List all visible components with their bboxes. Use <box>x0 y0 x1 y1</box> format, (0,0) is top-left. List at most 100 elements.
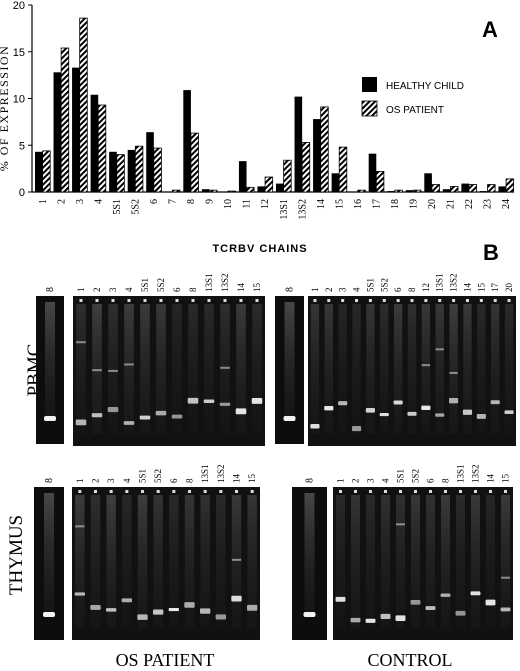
band <box>365 618 376 623</box>
band <box>155 410 167 416</box>
lane-label: 8 <box>441 478 451 483</box>
bar-healthy-child <box>313 119 321 192</box>
lane-label: 8 <box>185 478 195 483</box>
single-lane-label: 8 <box>305 478 316 483</box>
lane-smear <box>122 495 132 628</box>
bar-healthy-child <box>257 186 266 192</box>
well <box>79 299 83 302</box>
gel-pbmc-os: 8 1 2 3 4 5S1 5S2 6 8 13S1 13S2 14 15 <box>36 273 265 446</box>
lane-label: 1 <box>336 479 346 484</box>
band <box>338 401 348 406</box>
lane-label: 14 <box>232 474 242 484</box>
lane-label: 2 <box>92 288 102 293</box>
y-tick-label: 10 <box>13 94 25 106</box>
gel-main <box>72 487 260 640</box>
lane-smear <box>421 304 431 434</box>
bar-healthy-child <box>294 96 303 192</box>
well <box>479 299 483 302</box>
x-tick-label: 7 <box>168 199 179 204</box>
lane-smear <box>220 304 230 434</box>
lane-smear <box>124 304 134 434</box>
well <box>504 490 507 493</box>
lane-smear <box>504 304 514 434</box>
y-tick-label: 5 <box>19 140 25 152</box>
band <box>107 406 119 413</box>
well <box>95 299 99 302</box>
band <box>449 398 459 404</box>
band <box>203 399 215 404</box>
lane-label: 14 <box>486 474 496 484</box>
band <box>485 599 496 606</box>
lane-label: 4 <box>122 478 132 483</box>
lane-label: 1 <box>75 479 85 484</box>
panel-b: B PBMC THYMUS OS PATIENT CONTROL 8 1 2 3 4 5S… <box>6 240 516 670</box>
x-tick-label: 6 <box>149 199 160 204</box>
band <box>380 613 391 619</box>
lane-smear <box>351 495 360 628</box>
band <box>335 596 346 602</box>
panel-a-letter: A <box>482 17 498 42</box>
lane-smear <box>106 495 116 628</box>
bar-healthy-child <box>405 190 414 192</box>
bar-healthy-child <box>368 153 377 192</box>
well <box>444 490 447 493</box>
x-tick-label: 3 <box>75 199 86 204</box>
lane-label: 5S1 <box>138 469 148 483</box>
band <box>407 411 417 416</box>
bar-os-patient <box>357 189 366 193</box>
lane-label: 4 <box>352 287 362 292</box>
well <box>255 299 259 302</box>
well <box>474 490 477 493</box>
lane-smear <box>188 304 198 434</box>
lane-label: 14 <box>236 283 246 293</box>
band <box>168 607 180 612</box>
well <box>127 299 131 302</box>
band <box>91 413 103 418</box>
bar-os-patient <box>505 178 515 193</box>
x-tick-label: 23 <box>483 199 494 209</box>
legend-label-healthy: HEALTHY CHILD <box>386 81 464 92</box>
x-axis-label: TCRBV CHAINS <box>212 243 307 255</box>
lane-label: 4 <box>124 287 134 292</box>
well <box>507 299 511 302</box>
lane-label: 15 <box>476 283 486 293</box>
lane-smear <box>477 304 486 434</box>
band <box>139 415 151 420</box>
lane-smear <box>366 304 375 434</box>
x-tick-label: 13S1 <box>279 199 290 220</box>
band <box>137 614 148 620</box>
lane-smear <box>381 495 390 628</box>
lane-label: 5S1 <box>396 469 406 483</box>
band <box>455 610 466 616</box>
lane-label: 1 <box>310 288 320 293</box>
lane-smear <box>366 495 375 628</box>
band <box>92 369 102 372</box>
well <box>354 490 357 493</box>
well <box>203 490 207 493</box>
legend-swatch-healthy <box>362 77 377 92</box>
x-tick-label: 5S2 <box>130 199 141 215</box>
bar-os-patient <box>320 106 329 193</box>
well <box>191 299 195 302</box>
band <box>215 614 227 620</box>
bar-os-patient <box>301 142 311 193</box>
bar-healthy-child <box>331 173 340 192</box>
well <box>207 299 211 302</box>
x-tick-label: 14 <box>316 199 327 209</box>
well <box>141 490 144 493</box>
lane-smear <box>140 304 150 434</box>
lane-smear <box>441 495 450 628</box>
lane-label: 2 <box>351 479 361 484</box>
x-tick-label: 12 <box>260 199 271 209</box>
band <box>44 416 56 421</box>
lane-label: 13S2 <box>216 464 226 483</box>
lane-smear <box>90 495 101 628</box>
col-label-control: CONTROL <box>368 650 453 670</box>
x-tick-label: 10 <box>223 199 234 209</box>
lane-smear <box>172 304 182 434</box>
lane-smear <box>463 304 472 434</box>
lane-smear <box>352 304 361 434</box>
lane-smear <box>501 495 510 628</box>
lane-smear <box>380 304 389 434</box>
panel-b-letter: B <box>483 240 499 265</box>
